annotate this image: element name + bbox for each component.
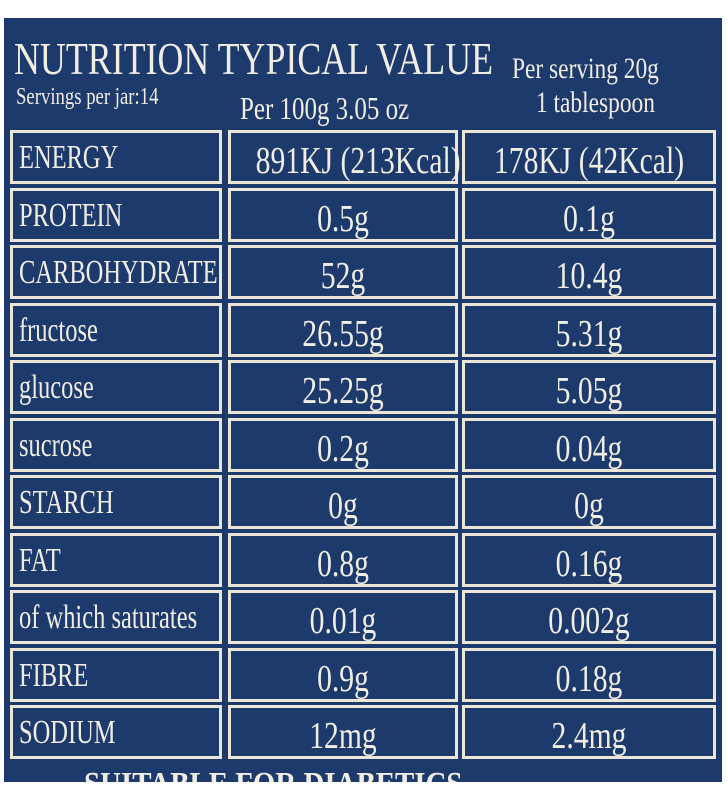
nutrient-name: STARCH <box>19 484 114 521</box>
nutrient-name: SODIUM <box>19 714 116 751</box>
value-text: 12mg <box>309 715 377 757</box>
value-cell: 0.002g <box>462 590 716 644</box>
per-100g: Per 100g 3.05 oz <box>240 90 410 126</box>
footer-text: SUITABLE FOR DIABETICS <box>84 766 462 782</box>
nutrient-cell: ENERGY <box>10 130 222 184</box>
nutrient-cell: of which saturates <box>10 590 222 644</box>
value-text: 5.31g <box>555 312 623 355</box>
nutrient-name: fructose <box>19 311 98 349</box>
value-cell: 0.8g <box>228 532 458 587</box>
value-cell: 0g <box>228 475 458 529</box>
value-text: 0g <box>328 485 358 527</box>
nutrient-cell: FAT <box>10 532 222 587</box>
value-cell: 891KJ (213Kcal) <box>228 130 461 184</box>
nutrient-name: of which saturates <box>19 599 198 636</box>
value-text: 26.55g <box>302 312 384 355</box>
nutrient-name: FAT <box>19 541 61 579</box>
value-cell: 5.31g <box>462 302 716 357</box>
value-cell: 0.01g <box>228 590 458 644</box>
nutrient-cell: STARCH <box>10 475 222 529</box>
value-cell: 2.4mg <box>462 705 716 759</box>
value-cell: 5.05g <box>462 360 716 414</box>
value-text: 0.1g <box>563 197 615 240</box>
value-text: 0g <box>574 485 604 527</box>
value-text: 0.002g <box>548 600 630 642</box>
value-cell: 52g <box>228 245 458 299</box>
value-cell: 10.4g <box>462 245 716 299</box>
nutrient-name: glucose <box>19 369 94 406</box>
nutrient-cell: fructose <box>10 302 222 357</box>
nutrient-cell: PROTEIN <box>10 187 222 242</box>
value-text: 52g <box>320 255 366 297</box>
per-serving: Per serving 20g <box>512 52 659 85</box>
nutrient-cell: sucrose <box>10 417 222 472</box>
value-cell: 0g <box>462 475 716 529</box>
label-panel: NUTRITION TYPICAL VALUE Servings per jar… <box>4 18 722 782</box>
value-text: 0.04g <box>555 427 623 470</box>
value-text: 0.2g <box>317 427 369 470</box>
value-cell: 26.55g <box>228 302 458 357</box>
value-text: 891KJ (213Kcal) <box>255 140 461 182</box>
value-text: 0.9g <box>317 657 369 700</box>
value-text: 0.5g <box>317 197 369 240</box>
value-cell: 0.16g <box>462 532 716 587</box>
value-text: 178KJ (42Kcal) <box>493 140 685 182</box>
nutrient-cell: FIBRE <box>10 647 222 702</box>
nutrient-name: sucrose <box>19 426 93 464</box>
value-cell: 0.04g <box>462 417 716 472</box>
value-text: 10.4g <box>555 255 623 297</box>
nutrient-name: CARBOHYDRATE <box>19 254 218 291</box>
value-text: 5.05g <box>555 370 623 412</box>
nutrient-cell: CARBOHYDRATE <box>10 245 222 299</box>
value-cell: 0.9g <box>228 647 458 702</box>
value-cell: 0.2g <box>228 417 458 472</box>
nutrient-name: FIBRE <box>19 656 89 694</box>
value-cell: 0.5g <box>228 187 458 242</box>
servings: Servings per jar:14 <box>16 84 159 110</box>
value-cell: 0.18g <box>462 647 716 702</box>
value-cell: 178KJ (42Kcal) <box>462 130 716 184</box>
title: NUTRITION TYPICAL VALUE <box>14 33 494 84</box>
value-cell: 0.1g <box>462 187 716 242</box>
value-text: 0.18g <box>555 657 623 700</box>
nutrient-name: PROTEIN <box>19 196 123 234</box>
value-text: 0.8g <box>317 542 369 585</box>
value-cell: 12mg <box>228 705 458 759</box>
value-text: 0.01g <box>309 600 377 642</box>
value-text: 25.25g <box>302 370 384 412</box>
value-cell: 25.25g <box>228 360 458 414</box>
serving-size: 1 tablespoon <box>536 86 655 119</box>
value-text: 2.4mg <box>551 715 627 757</box>
value-text: 0.16g <box>555 542 623 585</box>
nutrient-name: ENERGY <box>19 139 119 176</box>
nutrient-cell: glucose <box>10 360 222 414</box>
nutrient-cell: SODIUM <box>10 705 222 759</box>
